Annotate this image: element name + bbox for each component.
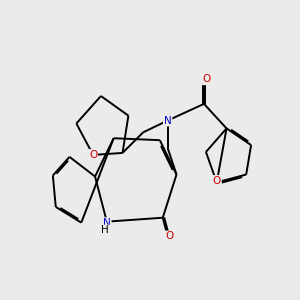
- Text: N: N: [164, 116, 172, 126]
- Text: O: O: [89, 150, 97, 160]
- Text: O: O: [203, 74, 211, 84]
- Text: O: O: [213, 176, 221, 186]
- Text: O: O: [165, 231, 173, 242]
- Text: H: H: [101, 226, 109, 236]
- Text: N: N: [103, 218, 111, 228]
